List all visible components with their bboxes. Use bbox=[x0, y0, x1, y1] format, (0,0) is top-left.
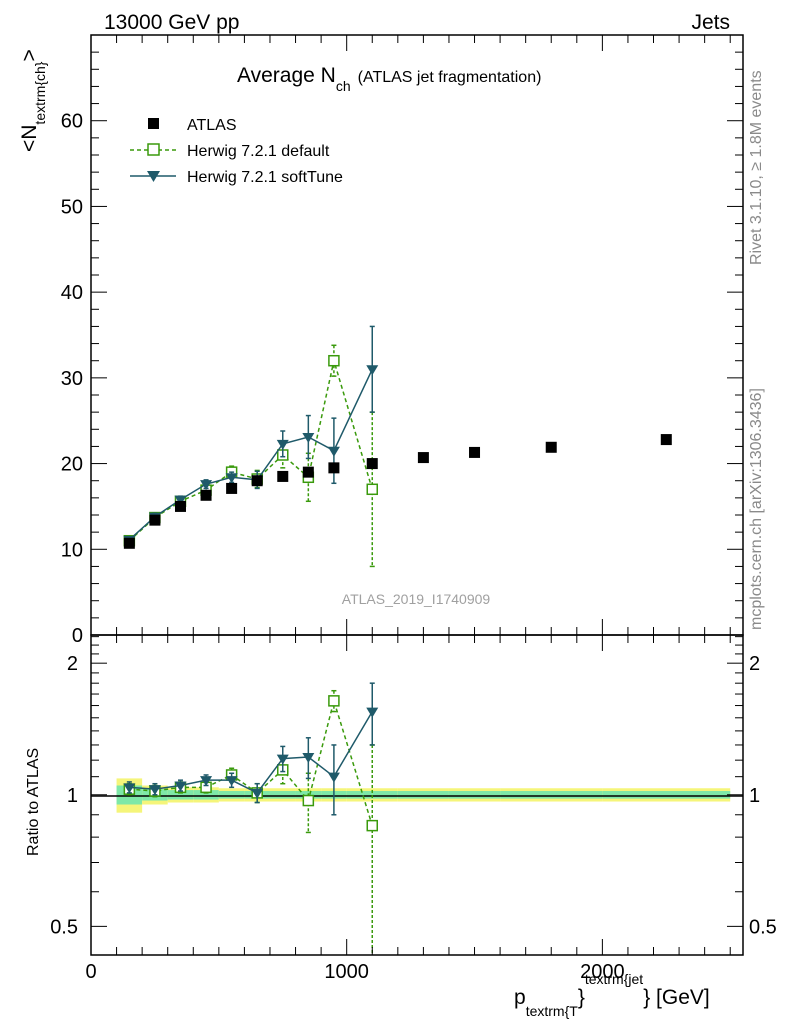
herwig-softtune-point bbox=[366, 365, 379, 376]
legend-label-atlas: ATLAS bbox=[187, 117, 237, 134]
atlas-point bbox=[123, 537, 135, 549]
ratio-panel: 0.5 0.5 1 1 2 2 0 1000 2000 Ratio to ATLAS bbox=[25, 634, 777, 983]
x-axis-label: ptextrm{T}textrm{jet} [GeV] bbox=[514, 971, 710, 1019]
ratio-data-marks bbox=[123, 682, 379, 955]
xlabel-sub: textrm{T bbox=[526, 1003, 579, 1019]
title-rest: (ATLAS jet fragmentation) bbox=[358, 69, 542, 86]
ratio-herwig-softtune-point bbox=[327, 772, 340, 783]
title-main: Average N bbox=[237, 64, 336, 87]
title-sub: ch bbox=[336, 78, 351, 94]
legend-marker-herwig-default bbox=[147, 143, 160, 156]
y-tick-label: 40 bbox=[61, 282, 83, 304]
atlas-point bbox=[469, 446, 481, 458]
ratio-herwig-softtune-point bbox=[123, 783, 136, 794]
ratio-herwig-softtune-point bbox=[148, 785, 161, 796]
ratio-herwig-softtune-point bbox=[276, 754, 289, 765]
ratio-herwig-default-line bbox=[129, 698, 373, 826]
ratio-herwig-softtune-line bbox=[129, 711, 373, 794]
ratio-herwig-softtune-point bbox=[302, 753, 315, 764]
xlabel-end: } [GeV] bbox=[643, 986, 710, 1009]
herwig-softtune-point bbox=[225, 473, 238, 484]
ratio-band-inner bbox=[602, 791, 731, 799]
ylabel-end: > bbox=[18, 49, 41, 61]
ratio-y-tick-label-left: 1 bbox=[67, 785, 78, 807]
atlas-point bbox=[226, 482, 238, 494]
ratio-herwig-softtune-point bbox=[225, 776, 238, 787]
y-tick-label: 0 bbox=[72, 625, 83, 647]
ratio-y-tick-label-right: 2 bbox=[749, 653, 760, 675]
herwig-default-point bbox=[366, 483, 379, 496]
herwig-softtune-point bbox=[276, 439, 289, 450]
main-data-marks bbox=[123, 325, 672, 568]
ratio-herwig-softtune-point bbox=[366, 707, 379, 718]
herwig-softtune-point bbox=[174, 495, 187, 506]
legend-label-herwig-default: Herwig 7.2.1 default bbox=[187, 143, 330, 160]
y-tick-label: 20 bbox=[61, 454, 83, 476]
xlabel-main: p bbox=[514, 986, 526, 1009]
ratio-band-inner bbox=[346, 791, 398, 799]
ratio-y-tick-label-left: 2 bbox=[67, 653, 78, 675]
ratio-band-inner bbox=[397, 791, 449, 799]
atlas-point bbox=[174, 500, 186, 512]
ratio-axis-ticks: 0.5 0.5 1 1 2 2 0 1000 2000 bbox=[50, 635, 777, 983]
herwig-default-point bbox=[328, 354, 340, 367]
mcplots-info: mcplots.cern.ch [arXiv:1306.3436] bbox=[748, 388, 765, 630]
x-tick-label: 0 bbox=[85, 961, 96, 983]
ratio-herwig-softtune-point bbox=[200, 776, 213, 787]
category-label: Jets bbox=[691, 11, 730, 34]
atlas-point bbox=[417, 452, 429, 464]
legend: ATLAS Herwig 7.2.1 default Herwig 7.2.1 … bbox=[130, 117, 343, 186]
y-axis-label: <Ntextrm{ch}> bbox=[18, 49, 48, 152]
plot-title: Average Nch (ATLAS jet fragmentation) bbox=[237, 64, 541, 94]
xlabel-sup: textrm{jet bbox=[585, 971, 643, 987]
y-tick-label: 30 bbox=[61, 368, 83, 390]
energy-label: 13000 GeV pp bbox=[104, 11, 239, 34]
ratio-y-tick-label-right: 1 bbox=[749, 785, 760, 807]
atlas-point bbox=[328, 462, 340, 474]
ratio-y-tick-label-left: 0.5 bbox=[50, 916, 78, 938]
ratio-band-inner bbox=[218, 791, 245, 799]
herwig-softtune-point bbox=[302, 433, 315, 443]
atlas-point bbox=[660, 434, 672, 446]
atlas-point bbox=[366, 458, 378, 470]
y-tick-label: 10 bbox=[61, 539, 83, 561]
ratio-band-inner bbox=[193, 790, 219, 800]
herwig-softtune-point bbox=[200, 480, 213, 491]
rivet-info: Rivet 3.1.10, ≥ 1.8M events bbox=[748, 70, 765, 265]
ratio-herwig-softtune-point bbox=[174, 781, 187, 792]
ratio-band-inner bbox=[167, 790, 194, 800]
legend-marker-atlas bbox=[148, 118, 159, 129]
legend-marker-herwig-softtune bbox=[147, 171, 160, 182]
ratio-band-inner bbox=[500, 791, 603, 799]
atlas-point bbox=[200, 489, 212, 501]
ratio-band-inner bbox=[269, 791, 296, 799]
ratio-band-inner bbox=[448, 791, 501, 799]
legend-label-herwig-softtune: Herwig 7.2.1 softTune bbox=[187, 169, 343, 186]
ratio-herwig-softtune-point bbox=[251, 788, 264, 799]
xlabel-brace: } bbox=[578, 986, 585, 1009]
ratio-y-axis-label: Ratio to ATLAS bbox=[25, 748, 42, 856]
ratio-herwig-default-point bbox=[302, 794, 315, 807]
atlas-point bbox=[302, 466, 314, 478]
main-panel: 0 10 20 30 40 50 60 Average Nch (ATLAS jet frag… bbox=[18, 34, 744, 647]
x-tick-label: 1000 bbox=[324, 961, 369, 983]
atlas-point bbox=[251, 475, 263, 487]
ratio-herwig-default-point bbox=[328, 695, 340, 707]
x-tick-label: 2000 bbox=[580, 961, 625, 983]
herwig-softtune-line bbox=[128, 368, 373, 541]
herwig-softtune-point bbox=[327, 446, 340, 457]
ylabel-sub: textrm{ch} bbox=[32, 61, 48, 124]
y-tick-label: 50 bbox=[61, 196, 83, 218]
main-axis-ticks: 0 10 20 30 40 50 60 bbox=[61, 34, 743, 647]
ratio-herwig-default-point bbox=[366, 819, 379, 832]
atlas-point bbox=[545, 441, 557, 453]
atlas-point bbox=[149, 514, 161, 526]
herwig-default-line bbox=[128, 357, 373, 542]
y-tick-label: 60 bbox=[61, 111, 83, 133]
atlas-point bbox=[277, 470, 289, 482]
ratio-y-tick-label-right: 0.5 bbox=[749, 916, 777, 938]
ylabel-main: <N bbox=[18, 125, 41, 152]
analysis-watermark: ATLAS_2019_I1740909 bbox=[342, 591, 491, 607]
